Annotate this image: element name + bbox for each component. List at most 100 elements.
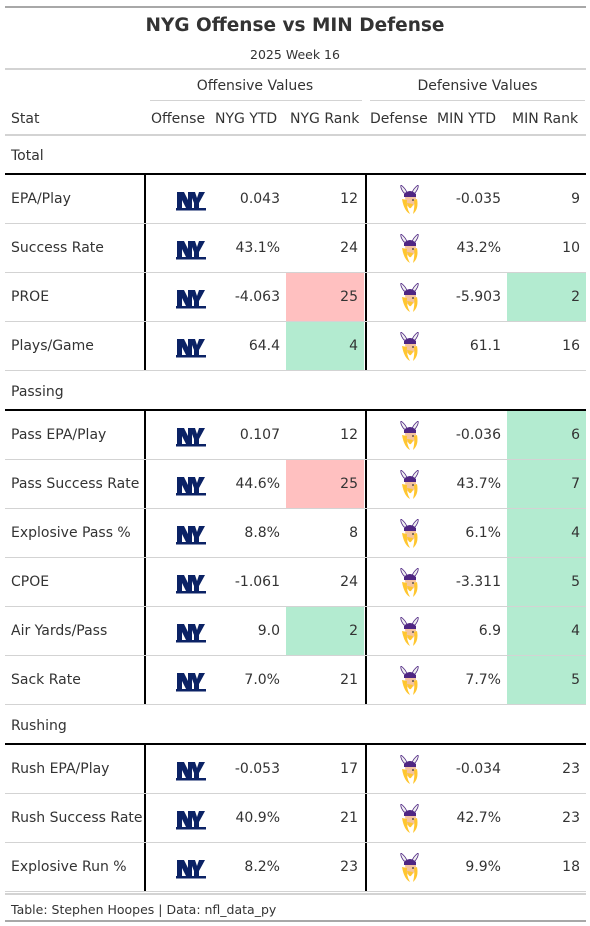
nyg-rank-value: 24 <box>340 574 358 590</box>
stat-name: Explosive Run % <box>11 859 127 875</box>
nyg-ytd-value: 9.0 <box>257 623 280 639</box>
nyg-logo-icon <box>176 811 206 830</box>
min-vikings-logo-icon <box>400 804 419 833</box>
col-header-stat: Stat <box>11 111 40 127</box>
min-rank-value: 6 <box>507 411 586 459</box>
nyg-logo-icon <box>176 860 206 879</box>
stat-name: Plays/Game <box>11 338 94 354</box>
min-vikings-logo-icon <box>400 470 419 499</box>
stat-name: PROE <box>11 289 50 305</box>
min-ytd-value: -0.036 <box>455 427 501 443</box>
table-row: Rush Success Rate 40.9% 21 42.7% 23 <box>5 794 586 843</box>
group-label: Rushing <box>11 718 67 734</box>
nyg-logo-icon <box>176 192 206 211</box>
nyg-logo-icon <box>176 428 206 447</box>
table-row: Pass EPA/Play 0.107 12 -0.036 6 <box>5 411 586 460</box>
column-header-rule <box>5 134 586 136</box>
nyg-logo-icon <box>176 624 206 643</box>
min-rank-value: 5 <box>507 558 586 606</box>
min-rank-value: 4 <box>507 607 586 655</box>
col-header-min-rank: MIN Rank <box>512 111 579 127</box>
min-rank-value: 23 <box>562 761 580 777</box>
nyg-ytd-value: 8.8% <box>244 525 280 541</box>
min-rank-value: 2 <box>507 273 586 321</box>
stat-name: Success Rate <box>11 240 104 256</box>
nyg-ytd-value: 0.043 <box>239 191 280 207</box>
nyg-rank-value: 4 <box>286 322 364 370</box>
nyg-rank-value: 8 <box>349 525 358 541</box>
min-rank-value: 10 <box>562 240 580 256</box>
min-ytd-value: 9.9% <box>465 859 501 875</box>
nyg-rank-value: 23 <box>340 859 358 875</box>
min-ytd-value: 7.7% <box>465 672 501 688</box>
table-row: Rush EPA/Play -0.053 17 -0.034 23 <box>5 745 586 794</box>
nyg-rank-value: 17 <box>340 761 358 777</box>
nyg-ytd-value: 0.107 <box>239 427 280 443</box>
nyg-logo-icon <box>176 575 206 594</box>
spanner-defensive-values: Defensive Values <box>417 78 538 94</box>
min-ytd-value: 43.2% <box>456 240 501 256</box>
min-vikings-logo-icon <box>400 332 419 361</box>
min-vikings-logo-icon <box>400 617 419 646</box>
group-top-rule <box>5 173 586 175</box>
stat-name: Air Yards/Pass <box>11 623 108 639</box>
min-vikings-logo-icon <box>400 666 419 695</box>
min-vikings-logo-icon <box>400 519 419 548</box>
table-title: NYG Offense vs MIN Defense <box>145 15 445 36</box>
nyg-ytd-value: -4.063 <box>234 289 280 305</box>
nyg-logo-icon <box>176 241 206 260</box>
min-rank-value: 18 <box>562 859 580 875</box>
nyg-ytd-value: 8.2% <box>244 859 280 875</box>
nyg-logo-icon <box>176 526 206 545</box>
defense-divider <box>365 743 367 892</box>
table-row: Pass Success Rate 44.6% 25 43.7% 7 <box>5 460 586 509</box>
stat-name: CPOE <box>11 574 50 590</box>
table-row: Success Rate 43.1% 24 43.2% 10 <box>5 224 586 273</box>
nyg-ytd-value: 40.9% <box>235 810 280 826</box>
min-vikings-logo-icon <box>400 185 419 214</box>
min-ytd-value: 6.1% <box>465 525 501 541</box>
table-source-note: Table: Stephen Hoopes | Data: nfl_data_p… <box>11 902 277 917</box>
spanner-offensive-values: Offensive Values <box>196 78 314 94</box>
min-rank-value: 5 <box>507 656 586 704</box>
nyg-ytd-value: -1.061 <box>234 574 280 590</box>
col-header-offense: Offense <box>151 111 206 127</box>
min-rank-value: 4 <box>507 509 586 557</box>
nyg-logo-icon <box>176 290 206 309</box>
min-ytd-value: 61.1 <box>469 338 501 354</box>
table-row: PROE -4.063 25 -5.903 2 <box>5 273 586 322</box>
min-ytd-value: -0.035 <box>455 191 501 207</box>
stat-name: Pass EPA/Play <box>11 427 107 443</box>
stat-name: EPA/Play <box>11 191 71 207</box>
group-top-rule <box>5 743 586 745</box>
table-row: Plays/Game 64.4 4 61.1 16 <box>5 322 586 371</box>
nyg-rank-value: 12 <box>340 191 358 207</box>
group-top-rule <box>5 409 586 411</box>
col-header-nyg-ytd: NYG YTD <box>215 111 278 127</box>
nyg-rank-value: 21 <box>340 672 358 688</box>
table-row: Sack Rate 7.0% 21 7.7% 5 <box>5 656 586 705</box>
table-row: Air Yards/Pass 9.0 2 6.9 4 <box>5 607 586 656</box>
stat-name: Rush EPA/Play <box>11 761 110 777</box>
min-vikings-logo-icon <box>400 283 419 312</box>
nyg-ytd-value: 64.4 <box>248 338 280 354</box>
table-row: EPA/Play 0.043 12 -0.035 9 <box>5 175 586 224</box>
nyg-rank-value: 12 <box>340 427 358 443</box>
nyg-rank-value: 2 <box>286 607 364 655</box>
nyg-ytd-value: -0.053 <box>234 761 280 777</box>
stat-name: Rush Success Rate <box>11 810 143 826</box>
min-ytd-value: 43.7% <box>456 476 501 492</box>
top-border <box>5 6 586 8</box>
min-vikings-logo-icon <box>400 853 419 882</box>
nyg-rank-value: 21 <box>340 810 358 826</box>
table-subtitle: 2025 Week 16 <box>250 47 340 62</box>
group-label: Total <box>11 148 44 164</box>
min-rank-value: 23 <box>562 810 580 826</box>
nyg-logo-icon <box>176 762 206 781</box>
table-row: Explosive Run % 8.2% 23 9.9% 18 <box>5 843 586 892</box>
nyg-ytd-value: 44.6% <box>235 476 280 492</box>
col-header-nyg-rank: NYG Rank <box>290 111 360 127</box>
nyg-rank-value: 25 <box>286 460 364 508</box>
min-ytd-value: 42.7% <box>456 810 501 826</box>
min-vikings-logo-icon <box>400 234 419 263</box>
